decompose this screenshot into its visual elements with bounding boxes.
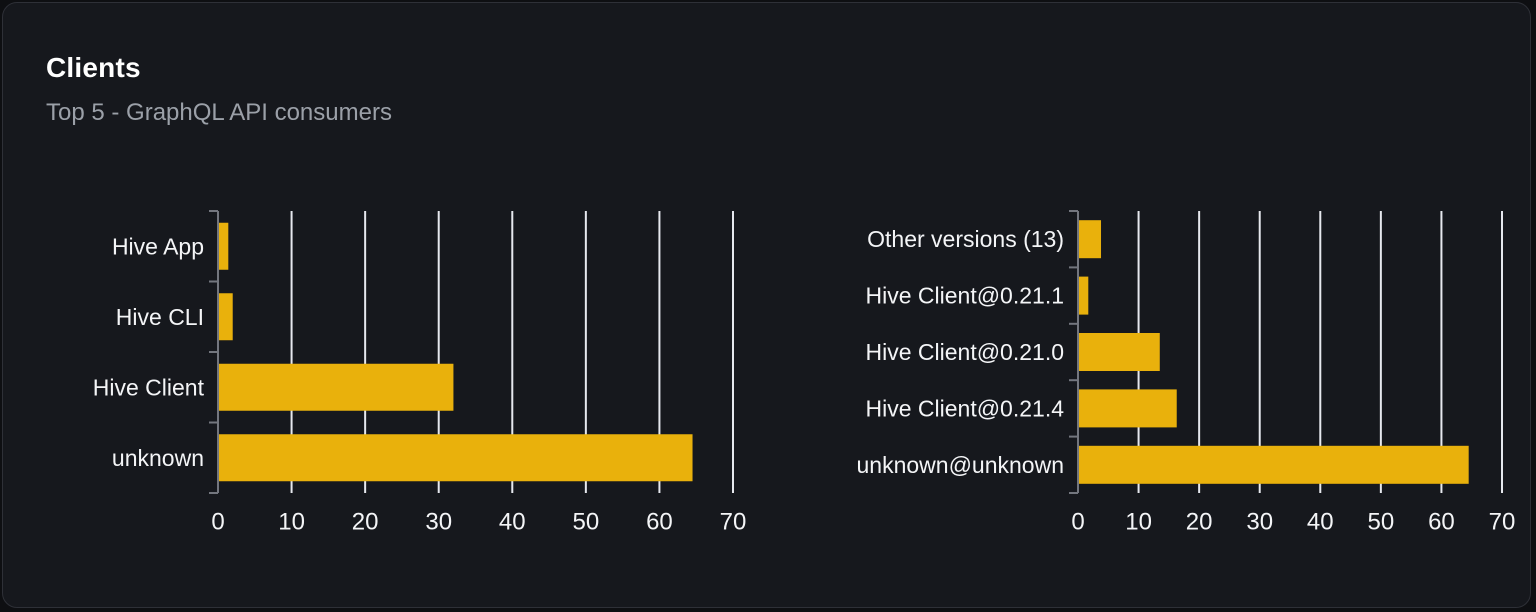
bar-hive-cli[interactable]	[219, 293, 233, 341]
x-tick-label: 50	[573, 509, 600, 536]
x-tick-label: 10	[1125, 509, 1152, 536]
bar-hive-client-0-21-4[interactable]	[1079, 389, 1177, 428]
bar-other-versions-13-[interactable]	[1079, 220, 1102, 259]
category-label: unknown	[112, 445, 204, 471]
category-label: Hive CLI	[116, 304, 204, 330]
category-label: unknown@unknown	[857, 452, 1064, 478]
category-label: Hive Client@0.21.0	[866, 339, 1065, 365]
bar-hive-client-0-21-1[interactable]	[1079, 276, 1089, 315]
bar-unknown[interactable]	[219, 434, 693, 482]
category-label: Hive App	[112, 233, 204, 259]
x-tick-label: 50	[1368, 509, 1395, 536]
category-label: Hive Client	[93, 374, 205, 400]
x-tick-label: 10	[278, 509, 305, 536]
clients-by-version-chart: Other versions (13) Hive Client@0.21.1 Hiv…	[857, 210, 1516, 536]
x-tick-label: 40	[499, 509, 526, 536]
bar-hive-client[interactable]	[219, 363, 454, 411]
x-tick-label: 70	[1489, 509, 1516, 536]
page-subtitle: Top 5 - GraphQL API consumers	[46, 98, 392, 126]
x-tick-label: 60	[646, 509, 673, 536]
card-header: Clients Top 5 - GraphQL API consumers	[46, 51, 392, 127]
x-tick-label: 20	[352, 509, 379, 536]
category-label: Other versions (13)	[867, 226, 1064, 252]
x-tick-label: 0	[211, 509, 224, 536]
page-title: Clients	[46, 52, 141, 83]
x-tick-label: 0	[1071, 509, 1084, 536]
x-tick-label: 40	[1307, 509, 1334, 536]
category-label: Hive Client@0.21.1	[866, 283, 1065, 309]
x-tick-label: 30	[425, 509, 452, 536]
x-tick-label: 70	[720, 509, 747, 536]
category-label: Hive Client@0.21.4	[866, 395, 1065, 421]
x-tick-label: 20	[1186, 509, 1213, 536]
x-tick-label: 30	[1246, 509, 1273, 536]
bar-unknown-unknown[interactable]	[1079, 445, 1469, 484]
x-tick-label: 60	[1428, 509, 1455, 536]
clients-by-name-chart: Hive App Hive CLI Hive Client unknown 0 10 20 3…	[93, 210, 747, 536]
bar-hive-client-0-21-0[interactable]	[1079, 333, 1160, 371]
bar-hive-app[interactable]	[219, 222, 229, 270]
